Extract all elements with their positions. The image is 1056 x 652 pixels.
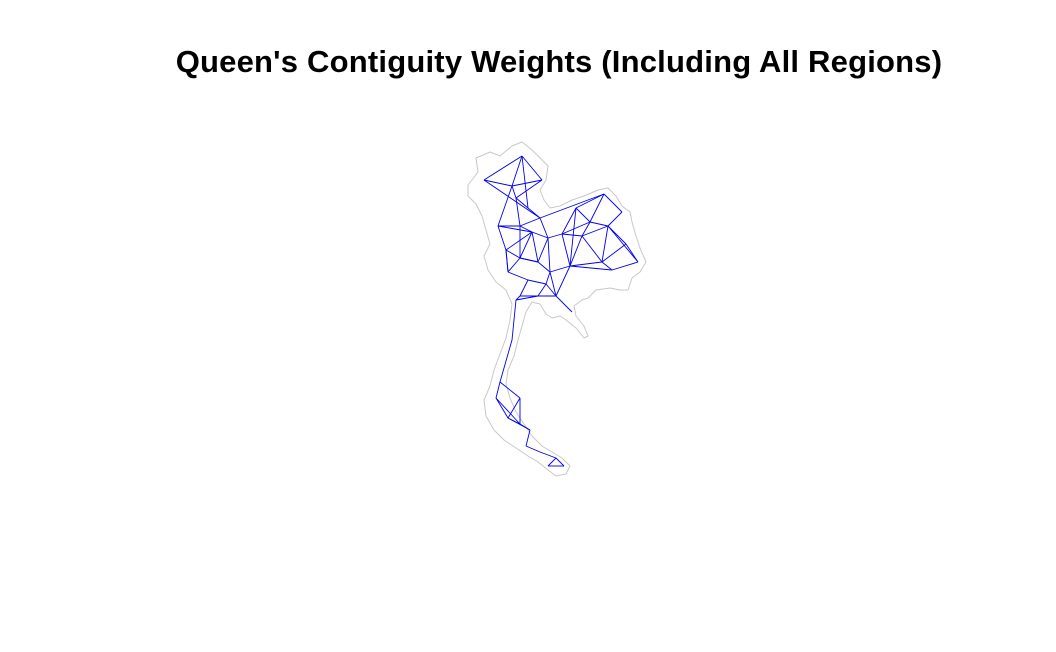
province-boundaries	[467, 141, 647, 477]
neighbour-link	[519, 279, 529, 297]
neighbour-link	[507, 257, 521, 273]
neighbour-link	[547, 233, 563, 239]
neighbour-link	[495, 397, 521, 425]
neighbour-link	[601, 243, 627, 263]
neighbour-link	[511, 299, 517, 341]
neighbour-link	[607, 225, 639, 263]
neighbour-link	[539, 217, 549, 239]
neighbour-link	[505, 249, 521, 259]
neighbour-link	[589, 193, 605, 223]
neighbour-link	[561, 233, 571, 267]
neighbour-link	[511, 155, 523, 187]
neighbour-link	[483, 179, 541, 219]
neighbour-link	[575, 193, 605, 209]
neighbour-link	[483, 179, 513, 187]
neighbour-link	[555, 265, 571, 297]
neighbour-link	[507, 397, 521, 419]
neighbour-link	[531, 231, 549, 239]
neighbour-link	[505, 249, 509, 273]
neighbour-link	[611, 261, 639, 271]
neighbour-links	[483, 155, 639, 467]
neighbour-link	[531, 231, 539, 263]
neighbour-link	[515, 179, 543, 199]
neighbour-link	[569, 207, 577, 267]
neighbour-link	[497, 185, 513, 227]
neighbour-link	[561, 221, 591, 235]
neighbour-link	[545, 283, 557, 297]
neighbour-link	[539, 193, 605, 219]
neighbour-link	[519, 225, 533, 233]
neighbour-link	[521, 155, 543, 181]
neighbour-link	[549, 265, 571, 273]
neighbour-link	[561, 207, 577, 235]
neighbour-link	[547, 237, 551, 273]
neighbour-link	[607, 211, 623, 227]
neighbour-link	[507, 271, 529, 281]
neighbour-link	[537, 237, 549, 263]
neighbour-link	[519, 231, 533, 259]
neighbour-link	[521, 155, 529, 209]
neighbour-link	[495, 381, 501, 399]
neighbour-link	[519, 257, 539, 263]
neighbour-link	[601, 261, 613, 271]
neighbour-link	[527, 279, 547, 285]
neighbour-link	[549, 271, 557, 297]
neighbour-link	[601, 225, 609, 263]
country-outline	[467, 141, 647, 477]
neighbour-link	[547, 457, 557, 467]
neighbour-link	[495, 397, 509, 419]
neighbour-link	[483, 155, 523, 181]
neighbour-link	[555, 295, 573, 313]
neighbour-link	[569, 261, 603, 267]
neighbour-link	[515, 295, 521, 301]
neighbour-link	[539, 451, 557, 459]
neighbour-link	[499, 381, 521, 399]
neighbour-link	[537, 261, 551, 273]
neighbour-link	[515, 295, 539, 301]
neighbour-link	[581, 225, 609, 237]
neighbour-link	[519, 217, 541, 227]
neighbour-link	[581, 235, 603, 263]
plot-title: Queen's Contiguity Weights (Including Al…	[175, 44, 943, 79]
neighbour-link	[505, 231, 533, 251]
neighbour-link	[511, 185, 517, 199]
neighbour-link	[603, 193, 623, 213]
neighbour-link	[497, 225, 507, 251]
neighbour-link	[545, 271, 551, 285]
neighbour-link	[581, 221, 591, 237]
neighbour-link	[569, 235, 583, 267]
neighbour-link	[561, 233, 583, 237]
neighbour-link	[507, 417, 531, 431]
neighbour-link	[497, 225, 533, 233]
neighbour-link	[537, 283, 547, 297]
neighbour-link	[525, 429, 531, 447]
neighbour-link	[575, 207, 591, 223]
neighbour-link	[515, 197, 529, 209]
neighbour-link	[525, 445, 541, 453]
neighbour-link	[589, 221, 609, 227]
neighbour-link	[499, 339, 513, 383]
neighbour-link	[569, 265, 613, 271]
neighbour-link	[555, 457, 565, 467]
neighbour-link	[511, 179, 543, 187]
